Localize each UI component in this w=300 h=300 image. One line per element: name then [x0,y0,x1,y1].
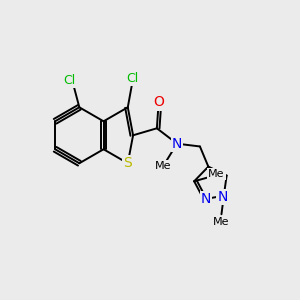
Text: S: S [123,156,132,170]
Text: N: N [172,137,182,151]
Text: N: N [217,190,227,204]
Text: O: O [153,95,164,110]
Text: Me: Me [155,161,171,171]
Text: Me: Me [208,169,225,179]
Text: Cl: Cl [63,74,75,87]
Text: Me: Me [213,217,229,226]
Text: N: N [201,192,211,206]
Text: Cl: Cl [126,72,138,85]
